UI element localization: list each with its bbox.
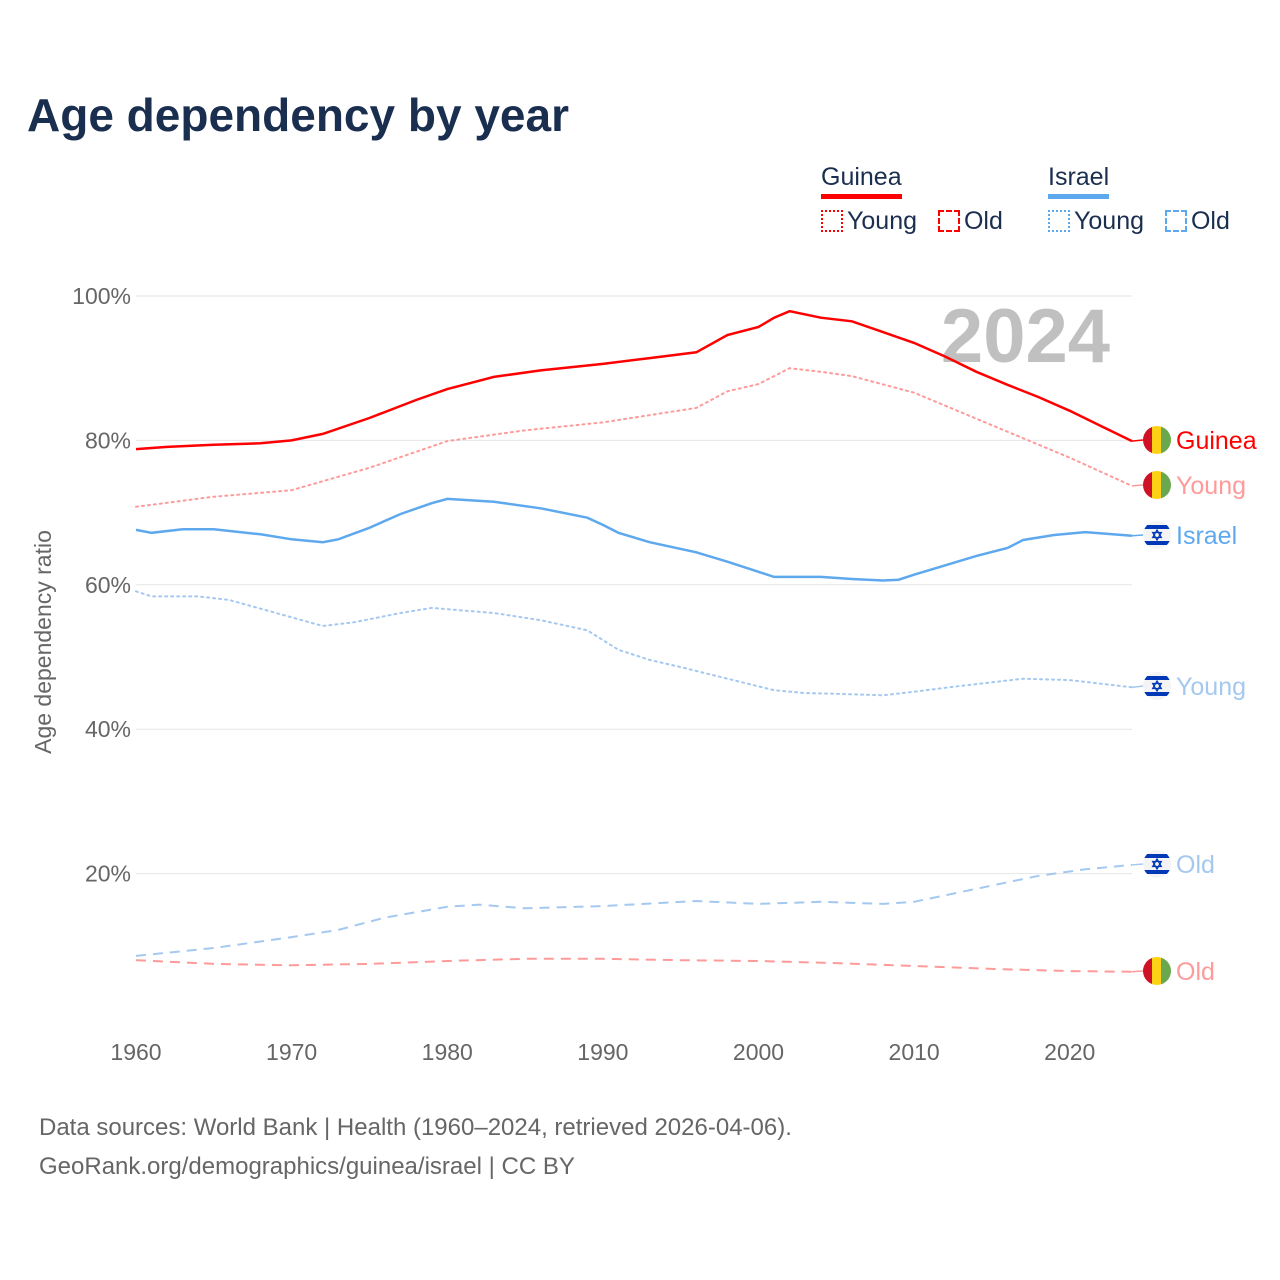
legend-label: Old — [963, 207, 1003, 235]
series-end-label: Young — [1176, 472, 1246, 500]
legend-israel-young: Young — [1048, 207, 1144, 235]
flag-stripe-top — [1143, 525, 1171, 529]
star-of-david-icon — [1151, 679, 1163, 693]
series-line-guinea-old — [135, 957, 1133, 973]
y-tick-label: 60% — [85, 572, 131, 598]
x-tick-label: 1980 — [422, 1039, 473, 1065]
flag-stripe-green — [1161, 471, 1171, 499]
dotted-swatch-icon — [821, 210, 843, 232]
flag-stripe-red — [1143, 426, 1153, 454]
y-axis-label: Age dependency ratio — [30, 530, 56, 754]
guinea-flag-icon — [1143, 426, 1171, 454]
x-tick-label: 1970 — [266, 1039, 317, 1065]
leader-line — [1131, 863, 1144, 866]
legend-israel-title: Israel — [1048, 163, 1110, 199]
legend-guinea-title: Guinea — [821, 163, 902, 199]
chart-title: Age dependency by year — [27, 89, 569, 141]
series-line-israel-old — [135, 863, 1133, 957]
source-note: Data sources: World Bank | Health (1960–… — [39, 1108, 792, 1186]
flag-body — [1143, 471, 1171, 499]
x-tick-label: 2000 — [733, 1039, 784, 1065]
guinea-flag-icon — [1143, 957, 1171, 985]
series-line-guinea — [135, 309, 1133, 451]
legend-guinea: Guinea Young Old — [821, 163, 1017, 236]
series-line-guinea-young — [135, 367, 1133, 508]
guinea-flag-icon — [1143, 471, 1171, 499]
x-tick-label: 1990 — [577, 1039, 628, 1065]
israel-flag-icon — [1143, 521, 1171, 549]
flag-stripe-red — [1143, 957, 1153, 985]
flag-stripe-red — [1143, 471, 1153, 499]
flag-stripe-bottom — [1143, 692, 1171, 696]
leader-line — [1131, 439, 1144, 442]
legend-label: Young — [1074, 207, 1144, 235]
source-line: Data sources: World Bank | Health (1960–… — [39, 1114, 792, 1141]
flag-stripe-bottom — [1143, 541, 1171, 545]
star-of-david-icon — [1151, 528, 1163, 542]
flag-stripe-yellow — [1152, 426, 1162, 454]
flag-stripe-top — [1143, 676, 1171, 680]
x-tick-label: 1960 — [110, 1039, 161, 1065]
dotted-swatch-icon — [1048, 210, 1070, 232]
israel-flag-icon — [1143, 672, 1171, 700]
year-watermark: 2024 — [941, 294, 1110, 379]
legend-israel-old: Old — [1164, 207, 1230, 235]
leader-line — [1131, 970, 1144, 973]
y-tick-label: 20% — [85, 861, 131, 887]
legend-label: Young — [847, 207, 917, 235]
series-line-israel-young — [135, 590, 1133, 697]
israel-flag-icon — [1143, 850, 1171, 878]
y-tick-label: 80% — [85, 427, 131, 453]
flag-stripe-yellow — [1152, 957, 1162, 985]
series-end-label: Old — [1176, 958, 1215, 986]
series-end-label: Young — [1176, 673, 1246, 701]
legend-guinea-young: Young — [821, 207, 917, 235]
series-end-label: Israel — [1176, 522, 1237, 550]
flag-body — [1143, 521, 1171, 549]
flag-body — [1143, 426, 1171, 454]
legend-guinea-old: Old — [937, 207, 1003, 235]
legend-label: Old — [1190, 207, 1230, 235]
star-of-david-icon — [1151, 857, 1163, 871]
y-tick-label: 40% — [85, 716, 131, 742]
y-tick-label: 100% — [72, 283, 131, 309]
leader-line — [1131, 685, 1144, 689]
leader-line — [1131, 534, 1144, 537]
legend-israel: Israel Young Old — [1048, 163, 1244, 236]
flag-stripe-green — [1161, 426, 1171, 454]
flag-stripe-top — [1143, 854, 1171, 858]
flag-stripe-yellow — [1152, 471, 1162, 499]
leader-line — [1131, 484, 1144, 487]
flag-body — [1143, 672, 1171, 700]
flag-body — [1143, 957, 1171, 985]
dashed-swatch-icon — [1164, 210, 1187, 232]
flag-stripe-bottom — [1143, 870, 1171, 874]
flag-stripe-green — [1161, 957, 1171, 985]
source-link[interactable]: GeoRank.org/demographics/guinea/israel |… — [39, 1153, 575, 1180]
dashed-swatch-icon — [937, 210, 960, 232]
x-tick-label: 2010 — [889, 1039, 940, 1065]
flag-body — [1143, 850, 1171, 878]
series-end-label: Guinea — [1176, 427, 1257, 455]
series-line-israel — [135, 497, 1133, 582]
x-tick-label: 2020 — [1044, 1039, 1095, 1065]
series-end-label: Old — [1176, 851, 1215, 879]
